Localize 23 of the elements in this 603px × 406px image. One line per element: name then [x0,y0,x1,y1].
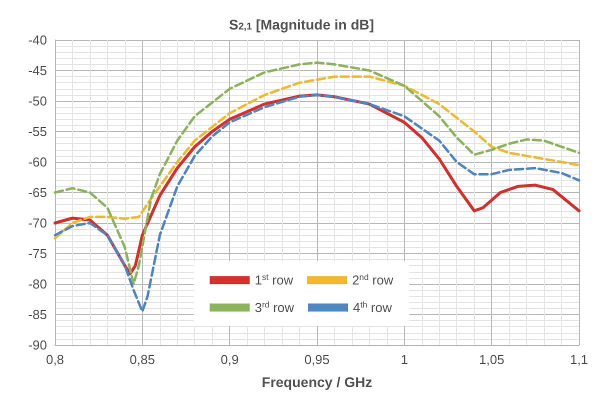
x-tick-label: 0,9 [220,352,239,367]
x-tick-label: 0,8 [46,352,64,367]
y-tick-label: -65 [28,185,47,200]
x-tick-label: 0,85 [130,352,155,367]
x-tick-label: 1,05 [479,352,504,367]
y-tick-label: -75 [28,246,47,261]
y-tick-label: -90 [28,338,47,352]
y-tick-label: -50 [28,94,47,108]
y-tick-label: -85 [28,307,47,322]
chart-title: S2,1 [Magnitude in dB] [228,16,374,32]
y-tick-label: -80 [28,276,47,292]
y-tick-label: -40 [28,32,47,48]
y-tick-label: -45 [28,63,47,78]
line-series [54,94,580,313]
line-series [54,61,580,286]
x-tick-label: 1 [400,352,408,367]
x-tick-label: 0,95 [304,352,330,367]
x-tick-label: 1,1 [570,352,588,367]
y-tick-label: -60 [28,154,47,170]
y-tick-label: -70 [28,216,47,230]
y-tick-label: -55 [28,124,47,139]
x-axis-title: Frequency / GHz [262,374,372,390]
line-series [54,75,580,240]
